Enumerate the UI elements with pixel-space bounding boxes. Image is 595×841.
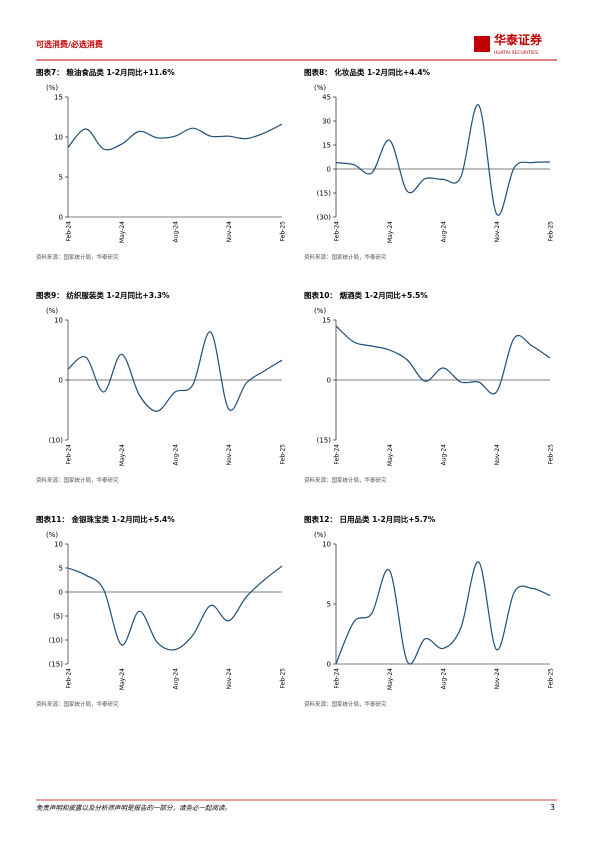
x-tick-label: Feb-25 [280,444,287,465]
y-tick-label: 30 [322,118,331,126]
y-tick-label: (15) [317,437,332,445]
y-tick-label: 10 [54,541,63,549]
x-tick-label: Aug-24 [441,221,448,243]
x-tick-label: May-24 [119,444,126,466]
source-note: 资料来源：国家统计局，华泰研究 [304,700,387,708]
x-tick-label: Nov-24 [494,668,501,690]
y-tick-label: 10 [54,134,63,142]
y-tick-label: 0 [327,166,331,174]
x-tick-label: May-24 [119,668,126,690]
source-note: 资料来源：国家统计局，华泰研究 [36,476,119,484]
y-axis-unit: (%) [314,84,326,92]
x-tick-label: May-24 [387,221,394,243]
y-tick-label: 0 [59,214,63,222]
brand-en: HUATAI SECURITIES [494,50,538,56]
x-tick-label: Feb-24 [334,668,341,689]
x-tick-label: Feb-24 [334,221,341,242]
x-tick-label: Feb-25 [280,221,287,242]
y-axis-unit: (%) [46,307,58,315]
data-line [335,325,551,395]
section-label: 可选消费/必选消费 [36,39,103,49]
chart-title: 图表7： 粮油食品类 1-2月同比+11.6% [36,67,175,77]
x-tick-label: May-24 [119,221,126,243]
y-tick-label: (5) [53,613,63,621]
y-tick-label: 5 [327,601,331,609]
y-tick-label: 0 [59,377,63,385]
x-tick-label: Feb-24 [66,668,73,689]
y-tick-label: 15 [54,94,63,102]
y-tick-label: (30) [317,214,332,222]
y-tick-label: 15 [322,317,331,325]
x-tick-label: May-24 [387,444,394,466]
y-axis-unit: (%) [314,307,326,315]
disclaimer: 免责声明和披露以及分析师声明是报告的一部分，请务必一起阅读。 [36,804,231,812]
page-number: 3 [550,803,555,812]
chart-title: 图表11： 金银珠宝类 1-2月同比+5.4% [36,514,175,524]
y-tick-label: (10) [49,637,64,645]
y-tick-label: (15) [49,661,64,669]
x-tick-label: Feb-25 [548,668,555,689]
x-tick-label: Feb-25 [548,444,555,465]
x-tick-label: Nov-24 [226,221,233,243]
y-tick-label: 10 [322,541,331,549]
y-tick-label: 0 [59,589,63,597]
source-note: 资料来源：国家统计局，华泰研究 [304,253,387,261]
y-tick-label: (10) [49,437,64,445]
logo-icon [474,36,490,52]
chart-title: 图表8： 化妆品类 1-2月同比+4.4% [304,67,431,77]
x-tick-label: Aug-24 [173,221,180,243]
x-tick-label: Nov-24 [494,444,501,466]
x-tick-label: Aug-24 [441,668,448,690]
x-tick-label: Aug-24 [173,444,180,466]
x-tick-label: Nov-24 [226,444,233,466]
chart-title: 图表9： 纺织服装类 1-2月同比+3.3% [36,290,170,300]
source-note: 资料来源：国家统计局，华泰研究 [304,476,387,484]
source-note: 资料来源：国家统计局，华泰研究 [36,700,119,708]
x-tick-label: Feb-25 [280,668,287,689]
data-line [67,565,283,651]
y-tick-label: 45 [322,94,331,102]
y-tick-label: 15 [322,142,331,150]
x-tick-label: Aug-24 [441,444,448,466]
source-note: 资料来源：国家统计局，华泰研究 [36,253,119,261]
y-tick-label: 0 [327,377,331,385]
chart-title: 图表10： 烟酒类 1-2月同比+5.5% [304,290,428,300]
y-tick-label: 0 [327,661,331,669]
data-line [335,104,551,216]
y-tick-label: 5 [59,565,63,573]
x-tick-label: Aug-24 [173,668,180,690]
y-tick-label: (15) [317,190,332,198]
data-line [335,561,551,665]
x-tick-label: Feb-24 [66,444,73,465]
data-line [67,123,283,151]
x-tick-label: May-24 [387,668,394,690]
y-axis-unit: (%) [314,531,326,539]
brand: 华泰证券 [494,32,543,47]
x-tick-label: Nov-24 [226,668,233,690]
y-axis-unit: (%) [46,531,58,539]
x-tick-label: Feb-24 [334,444,341,465]
y-tick-label: 10 [54,317,63,325]
x-tick-label: Feb-25 [548,221,555,242]
x-tick-label: Nov-24 [494,221,501,243]
x-tick-label: Feb-24 [66,221,73,242]
data-line [67,331,283,412]
y-axis-unit: (%) [46,84,58,92]
chart-title: 图表12： 日用品类 1-2月同比+5.7% [304,514,436,524]
y-tick-label: 5 [59,174,63,182]
